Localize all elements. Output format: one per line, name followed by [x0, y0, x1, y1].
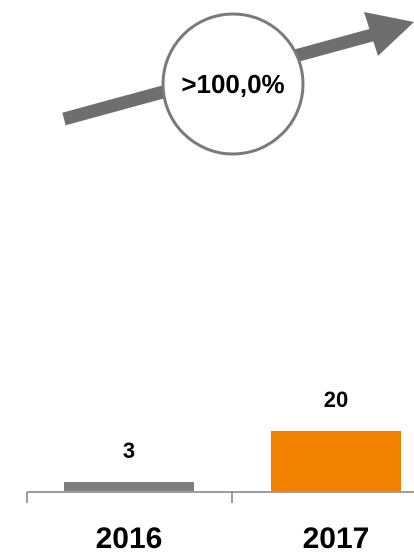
data-label-2016: 3 — [123, 438, 135, 463]
bar-series — [64, 431, 401, 491]
growth-annotation-label: >100,0% — [181, 69, 284, 99]
x-tick-label-2017: 2017 — [303, 522, 370, 554]
x-tick-label-2016: 2016 — [96, 522, 163, 554]
bar-2017 — [271, 431, 401, 491]
growth-annotation-circle — [161, 12, 305, 156]
data-label-2017: 20 — [324, 387, 348, 412]
data-labels: 3 20 — [123, 387, 348, 463]
growth-arrow-head — [364, 12, 414, 56]
bar-2016 — [64, 482, 194, 491]
x-axis — [26, 491, 414, 503]
x-tick-labels: 2016 2017 — [96, 522, 370, 555]
